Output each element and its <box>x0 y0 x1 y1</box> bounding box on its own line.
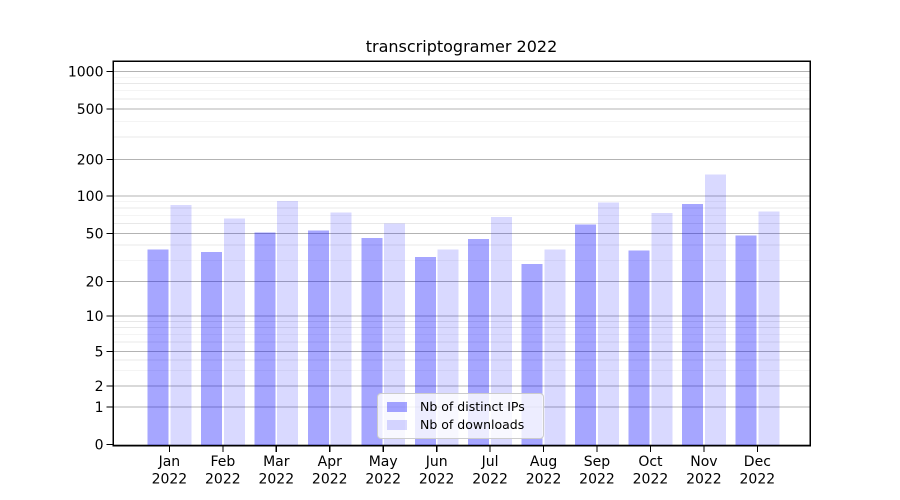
x-tick-label-month-nov: Nov <box>690 454 717 470</box>
y-tick-label-200: 200 <box>77 152 104 168</box>
y-tick-label-0: 0 <box>95 437 104 453</box>
legend-label-downloads: Nb of downloads <box>420 417 525 433</box>
y-tick-label-500: 500 <box>77 102 104 118</box>
x-tick-label-year-aug: 2022 <box>526 472 562 488</box>
y-tick-label-50: 50 <box>86 226 104 242</box>
y-tick-label-2: 2 <box>95 379 104 395</box>
x-tick-label-year-dec: 2022 <box>740 472 776 488</box>
y-tick-label-20: 20 <box>86 274 104 290</box>
bar-distinct-ips-may <box>361 237 383 445</box>
x-tick-label-month-jul: Jul <box>481 454 499 470</box>
y-tick-label-10: 10 <box>86 309 104 325</box>
x-tick-label-month-oct: Oct <box>638 454 663 470</box>
x-tick-label-year-may: 2022 <box>365 472 401 488</box>
x-tick-label-month-mar: Mar <box>263 454 290 470</box>
x-tick-label-year-jan: 2022 <box>152 472 188 488</box>
bar-distinct-ips-apr <box>307 230 329 445</box>
bar-downloads-feb <box>223 218 245 445</box>
x-tick-label-year-nov: 2022 <box>686 472 722 488</box>
x-tick-label-year-apr: 2022 <box>312 472 348 488</box>
bar-downloads-nov <box>704 174 726 445</box>
x-tick-label-month-dec: Dec <box>744 454 771 470</box>
y-tick-label-5: 5 <box>95 344 104 360</box>
bar-downloads-mar <box>277 201 299 445</box>
legend-swatch-downloads-icon <box>387 419 407 431</box>
x-tick-label-month-aug: Aug <box>530 454 557 470</box>
x-tick-label-year-sep: 2022 <box>579 472 615 488</box>
legend-item-distinct-ips: Nb of distinct IPs <box>387 400 534 414</box>
bar-distinct-ips-sep <box>575 224 597 445</box>
x-tick-label-month-sep: Sep <box>584 454 611 470</box>
bar-downloads-oct <box>651 213 673 445</box>
legend: Nb of distinct IPs Nb of downloads <box>377 393 544 439</box>
y-tick-label-1000: 1000 <box>68 64 104 80</box>
bar-downloads-aug <box>544 249 566 445</box>
x-tick-label-month-jan: Jan <box>158 454 181 470</box>
plot-frame <box>112 60 811 447</box>
legend-item-downloads: Nb of downloads <box>387 418 534 432</box>
bar-distinct-ips-mar <box>254 232 276 445</box>
bar-downloads-sep <box>597 202 619 445</box>
x-tick-label-month-may: May <box>369 454 398 470</box>
bar-distinct-ips-jan <box>147 249 169 445</box>
bar-downloads-jan <box>170 204 192 445</box>
legend-label-distinct-ips: Nb of distinct IPs <box>420 399 525 415</box>
bar-downloads-may <box>384 223 406 445</box>
bar-distinct-ips-oct <box>628 250 650 445</box>
chart-title: transcriptogramer 2022 <box>365 37 558 56</box>
x-tick-label-month-apr: Apr <box>318 454 342 470</box>
x-tick-label-month-feb: Feb <box>210 454 235 470</box>
bar-downloads-jul <box>491 216 512 445</box>
x-tick-label-year-jun: 2022 <box>419 472 455 488</box>
x-tick-label-year-oct: 2022 <box>633 472 669 488</box>
bar-distinct-ips-feb <box>200 252 222 445</box>
legend-swatch-distinct-ips-icon <box>387 401 407 413</box>
x-tick-label-year-feb: 2022 <box>205 472 241 488</box>
x-tick-label-year-mar: 2022 <box>258 472 294 488</box>
bar-downloads-dec <box>758 211 780 445</box>
bar-distinct-ips-dec <box>735 235 757 445</box>
bar-distinct-ips-nov <box>682 204 703 445</box>
y-tick-label-100: 100 <box>77 189 104 205</box>
y-tick-label-1: 1 <box>95 400 104 416</box>
x-tick-label-month-jun: Jun <box>425 454 448 470</box>
x-tick-label-year-jul: 2022 <box>472 472 508 488</box>
bar-downloads-apr <box>330 212 352 445</box>
